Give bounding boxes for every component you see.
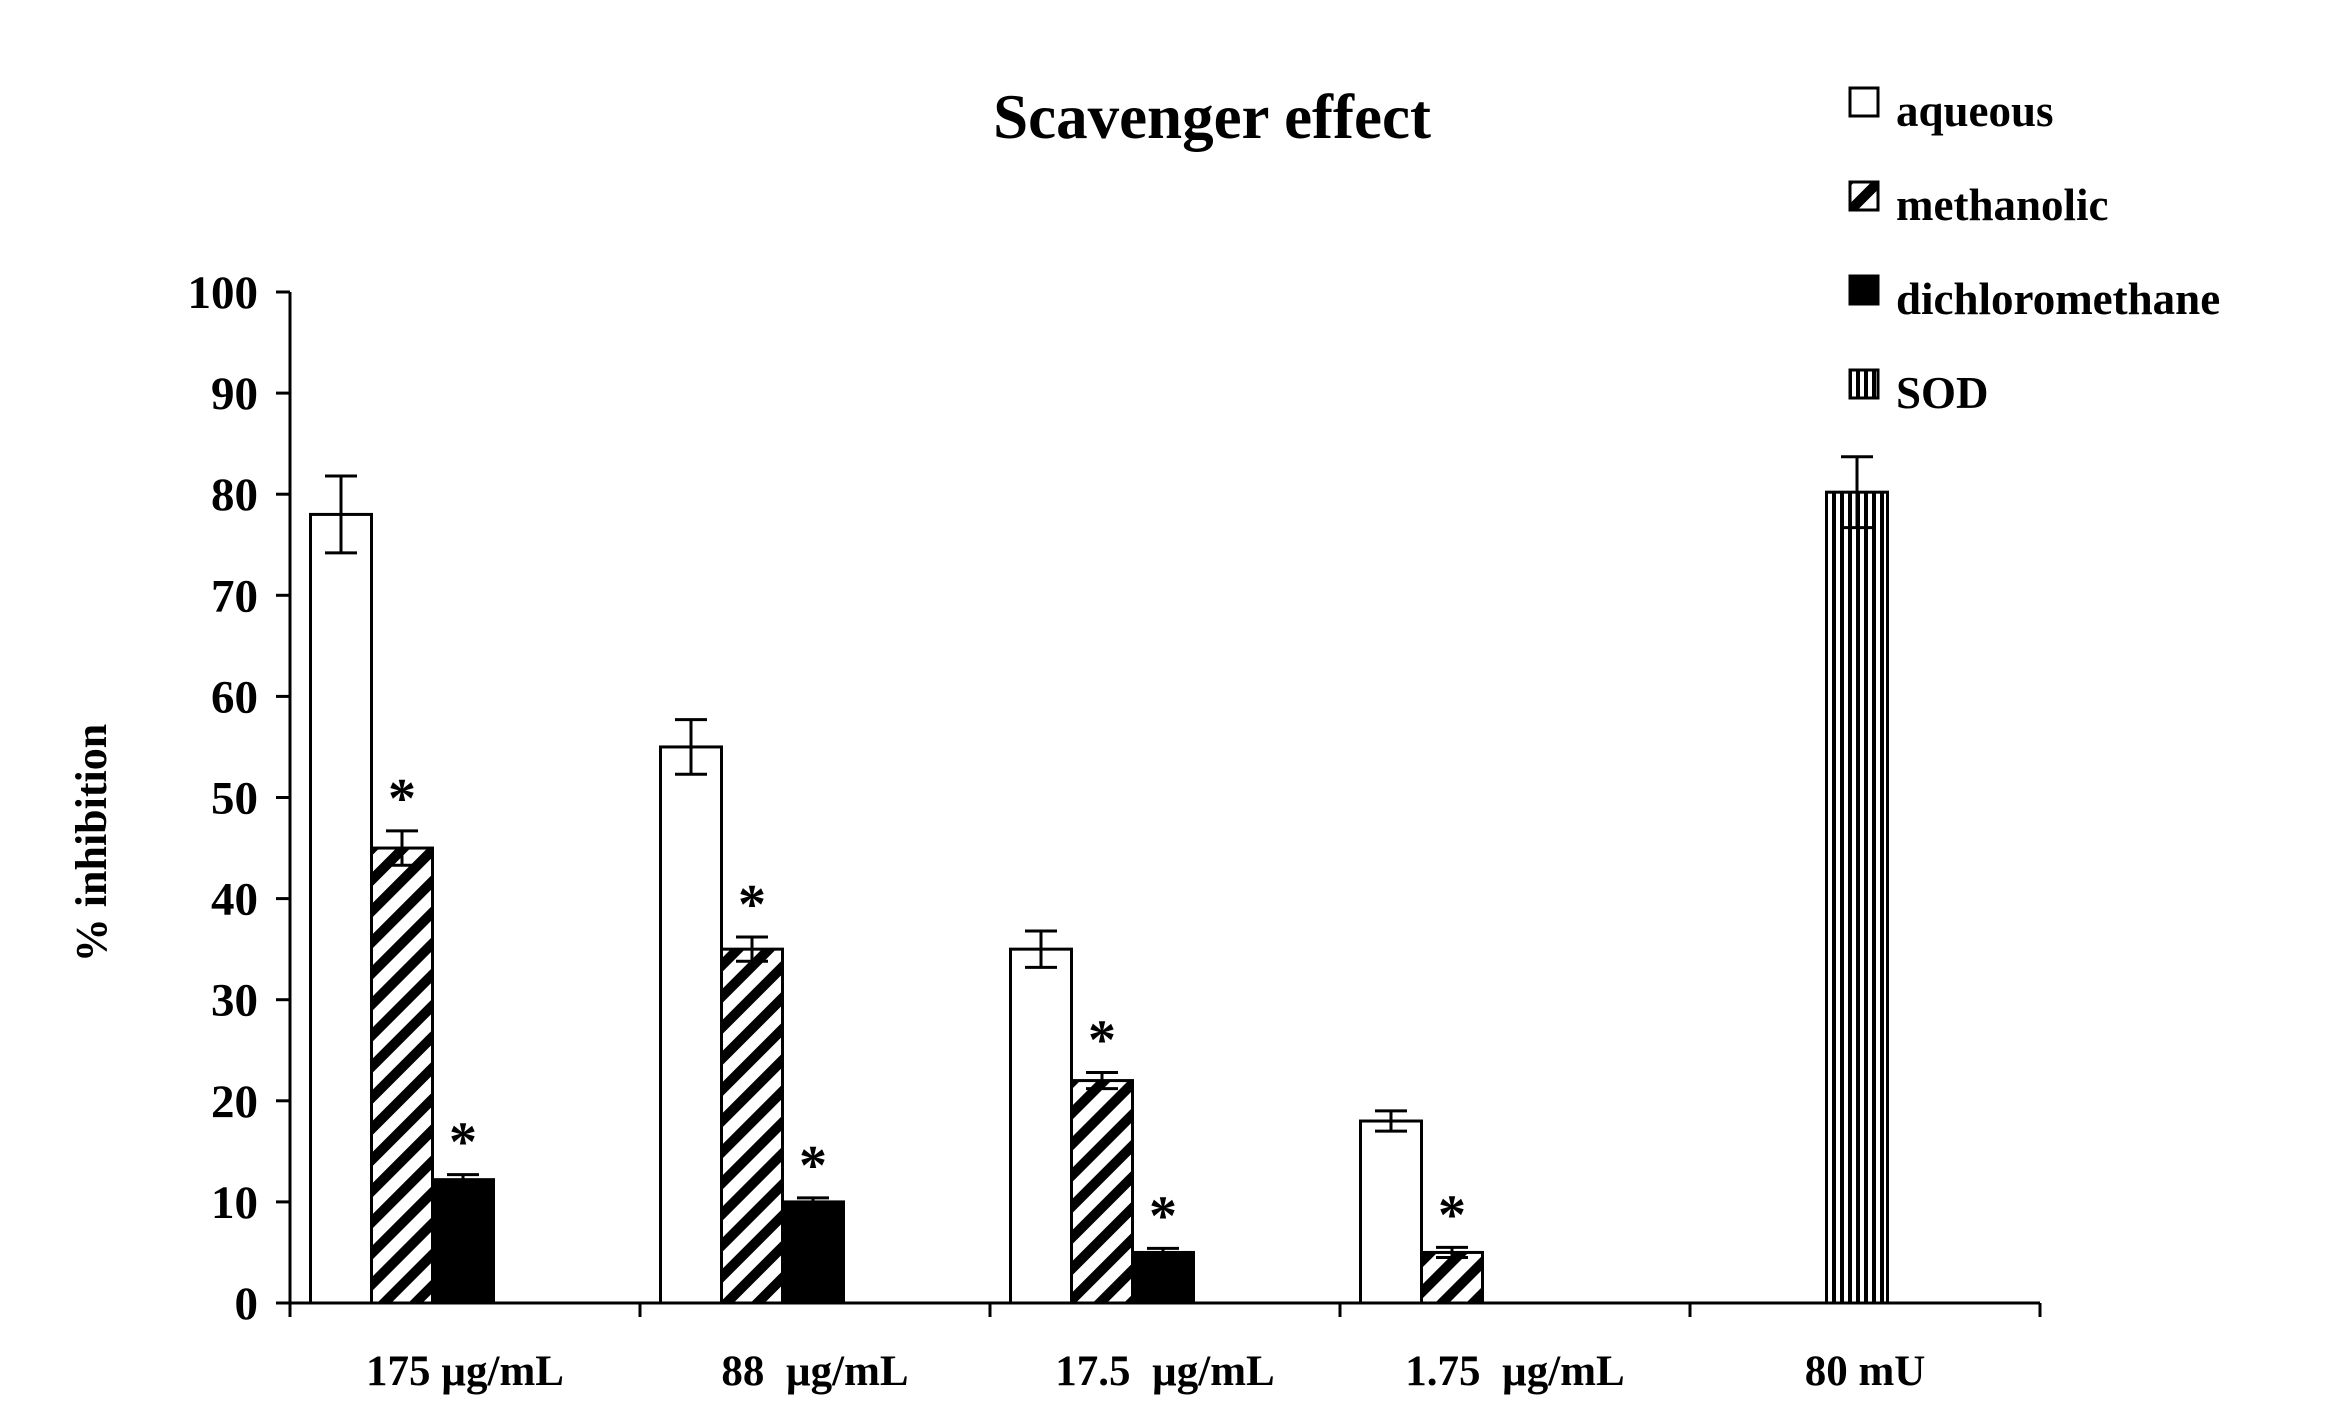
y-tick-label: 20 [211, 1076, 258, 1128]
legend-label: dichloromethane [1896, 274, 2220, 324]
significance-marker: * [738, 874, 766, 936]
x-tick-label: 80 mU [1805, 1348, 1926, 1395]
significance-marker: * [388, 768, 416, 830]
bar-methanolic [720, 947, 784, 1305]
legend-swatch-methanolic [1848, 180, 1880, 212]
bar-dichloromethane [1131, 1250, 1195, 1305]
x-tick-label: 17.5 µg/mL [1055, 1348, 1274, 1395]
y-tick-label: 80 [211, 469, 258, 521]
bar-dichloromethane [781, 1200, 845, 1305]
x-tick-label: 1.75 µg/mL [1405, 1348, 1624, 1395]
bar-aqueous [1009, 947, 1073, 1305]
y-tick-label: 90 [211, 368, 258, 420]
legend: aqueous methanolic dichloromethane SOD [1848, 86, 2220, 418]
y-tick-label: 10 [211, 1177, 258, 1229]
y-tick-label: 50 [211, 773, 258, 825]
legend-label: methanolic [1896, 180, 2108, 230]
significance-marker: * [449, 1112, 477, 1174]
significance-marker: * [799, 1135, 827, 1197]
legend-label: SOD [1896, 368, 1989, 418]
plot-area: 0 10 20 30 40 50 60 70 80 90 100 175 µg/mL 88 µg/mL 1… [188, 267, 2042, 1395]
x-tick-label: 88 µg/mL [721, 1348, 908, 1395]
bar-dichloromethane [431, 1178, 495, 1305]
bar-methanolic [370, 846, 434, 1305]
x-tick-label: 175 µg/mL [366, 1348, 564, 1395]
y-tick-label: 100 [188, 267, 259, 319]
bar-methanolic [1070, 1079, 1134, 1305]
legend-swatch-dichloromethane [1848, 274, 1880, 306]
y-tick-label: 40 [211, 874, 258, 926]
y-tick-label: 30 [211, 975, 258, 1027]
y-tick-label: 60 [211, 671, 258, 723]
y-tick-label: 70 [211, 570, 258, 622]
y-axis-label: % inhibition [67, 724, 116, 962]
bar-methanolic [1420, 1250, 1484, 1305]
bar-aqueous [659, 745, 723, 1305]
significance-marker: * [1438, 1184, 1466, 1246]
significance-marker: * [1149, 1185, 1177, 1247]
bar-SOD [1825, 490, 1889, 1305]
significance-marker: * [1088, 1009, 1116, 1071]
legend-swatch-SOD [1848, 368, 1880, 400]
bar-aqueous [1359, 1119, 1423, 1305]
y-tick-label: 0 [235, 1278, 259, 1330]
legend-label: aqueous [1896, 86, 2054, 136]
chart-title: Scavenger effect [993, 82, 1431, 152]
bar-aqueous [309, 512, 373, 1305]
legend-swatch-aqueous [1848, 86, 1880, 118]
